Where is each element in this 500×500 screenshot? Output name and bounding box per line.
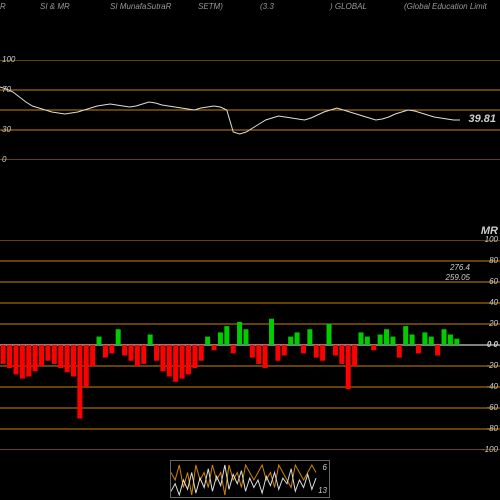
axis-label: 0 0 xyxy=(487,340,498,349)
header-label: R xyxy=(0,2,6,11)
mini-panel: 6 13 xyxy=(170,460,330,498)
axis-label: 0 xyxy=(2,155,6,164)
axis-label: -80 xyxy=(486,424,498,433)
header-label: SI & MR xyxy=(40,2,70,11)
chart-header: R SI & MR SI MunafaSutraR SETM) (3.3 ) GLOBAL… xyxy=(0,2,500,16)
extra-label: 259.05 xyxy=(446,273,470,282)
header-label: (3.3 xyxy=(260,2,274,11)
axis-label: -40 xyxy=(486,382,498,391)
axis-label: -60 xyxy=(486,403,498,412)
header-label: (Global Education Limit xyxy=(404,2,487,11)
axis-label: -20 xyxy=(486,361,498,370)
rsi-value-label: 39.81 xyxy=(468,113,496,125)
axis-label: 100 xyxy=(485,235,498,244)
mini-top-label: 6 xyxy=(323,463,327,472)
axis-label: 30 xyxy=(2,125,11,134)
axis-label: 60 xyxy=(489,277,498,286)
mini-bot-label: 13 xyxy=(318,486,327,495)
axis-label: 20 xyxy=(489,319,498,328)
extra-label: 276.4 xyxy=(450,263,470,272)
rsi-panel: 39.81 10070300 xyxy=(0,60,500,160)
header-label: SI MunafaSutraR xyxy=(110,2,171,11)
macd-panel: 100806040200 0-20-40-60-80-100 276.4259.… xyxy=(0,240,500,450)
axis-label: 80 xyxy=(489,256,498,265)
axis-label: 70 xyxy=(2,85,11,94)
header-label: SETM) xyxy=(198,2,223,11)
axis-label: -100 xyxy=(482,445,498,454)
axis-label: 100 xyxy=(2,55,15,64)
axis-label: 40 xyxy=(489,298,498,307)
header-label: ) GLOBAL xyxy=(330,2,367,11)
